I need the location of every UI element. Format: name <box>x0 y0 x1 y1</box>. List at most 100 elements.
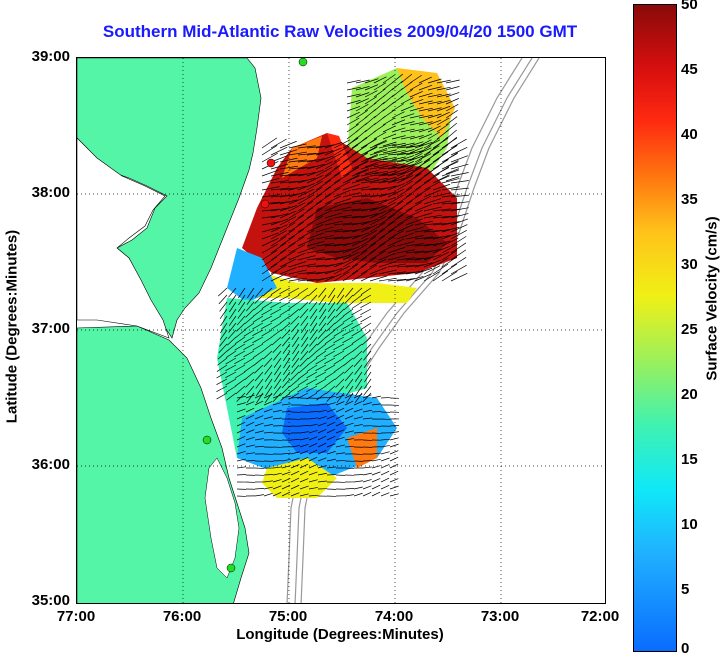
velocity-arrow <box>333 357 345 365</box>
velocity-arrow <box>297 222 314 233</box>
velocity-arrow <box>217 357 228 366</box>
velocity-arrow <box>324 142 343 149</box>
velocity-arrow <box>387 159 406 163</box>
velocity-arrow <box>371 465 381 469</box>
velocity-arrow <box>261 322 273 330</box>
velocity-arrow <box>325 385 336 395</box>
velocity-arrow <box>389 463 399 469</box>
velocity-arrow <box>279 222 296 233</box>
velocity-arrow <box>273 350 282 361</box>
velocity-arrow <box>436 117 450 126</box>
grid-lines <box>77 58 605 603</box>
velocity-arrow <box>315 150 334 156</box>
velocity-arrow <box>297 172 316 177</box>
lon-tick: 76:00 <box>162 608 202 625</box>
velocity-arrow <box>450 155 468 163</box>
velocity-arrow <box>324 336 336 345</box>
velocity-arrow <box>288 185 307 191</box>
velocity-arrow <box>353 480 363 483</box>
velocity-arrow <box>299 493 309 497</box>
velocity-arrow <box>325 329 336 338</box>
velocity-arrow <box>450 163 469 170</box>
velocity-arrow <box>387 183 405 191</box>
velocity-arrow <box>236 415 246 420</box>
velocity-arrow <box>299 425 310 427</box>
velocity-arrow <box>423 151 440 163</box>
velocity-arrow <box>414 273 432 282</box>
velocity-arrow <box>441 169 460 177</box>
velocity-arrow <box>281 484 291 490</box>
velocity-arrow <box>396 200 413 212</box>
velocity-arrow <box>279 235 296 247</box>
velocity-arrow <box>371 478 381 483</box>
velocity-arrow <box>436 123 449 133</box>
velocity-arrow <box>362 343 372 354</box>
velocity-arrow <box>432 144 449 156</box>
velocity-arrow <box>318 287 327 298</box>
velocity-arrow <box>387 278 406 282</box>
velocity-arrow <box>360 264 377 275</box>
lon-tick: 77:00 <box>56 608 96 625</box>
velocity-arrow <box>369 267 387 275</box>
velocity-arrow <box>351 221 370 226</box>
velocity-arrow <box>236 428 246 434</box>
velocity-arrow <box>263 486 273 490</box>
velocity-arrow <box>324 153 342 163</box>
velocity-arrow <box>378 269 397 275</box>
velocity-arrow <box>325 378 336 387</box>
velocity-arrow <box>405 250 424 254</box>
velocity-arrow <box>324 159 341 170</box>
velocity-arrow <box>324 267 343 275</box>
velocity-arrow <box>326 415 336 420</box>
station-marker <box>226 563 236 573</box>
velocity-arrow <box>400 173 413 182</box>
velocity-arrow <box>308 471 318 476</box>
velocity-arrow <box>309 329 318 340</box>
velocity-arrow <box>418 76 432 84</box>
velocity-arrow <box>400 161 414 168</box>
velocity-arrow <box>369 187 388 191</box>
velocity-arrow <box>234 357 246 364</box>
velocity-arrow <box>288 179 307 184</box>
velocity-arrow <box>261 221 280 226</box>
velocity-arrow <box>333 271 350 282</box>
velocity-arrow <box>369 180 388 184</box>
velocity-arrow <box>309 308 318 320</box>
velocity-arrow <box>270 301 282 309</box>
velocity-arrow <box>299 357 309 367</box>
velocity-arrow <box>351 152 368 163</box>
velocity-arrow <box>387 214 404 226</box>
velocity-arrow <box>396 193 413 205</box>
velocity-arrow <box>432 215 451 219</box>
velocity-arrow <box>288 214 305 226</box>
lon-tick: 75:00 <box>268 608 308 625</box>
velocity-arrow <box>225 378 237 386</box>
velocity-arrow <box>262 343 273 352</box>
velocity-arrow <box>405 173 422 184</box>
velocity-arrow <box>450 224 468 233</box>
velocity-arrow <box>253 357 264 366</box>
velocity-arrow <box>238 287 246 299</box>
velocity-arrow <box>270 194 289 198</box>
velocity-arrow <box>405 209 423 219</box>
velocity-arrow <box>270 218 289 226</box>
velocity-arrow <box>423 158 440 170</box>
velocity-arrow <box>229 301 237 313</box>
velocity-arrow <box>445 176 460 182</box>
velocity-arrow <box>306 163 325 170</box>
velocity-arrow <box>299 485 309 490</box>
velocity-arrow <box>236 458 246 462</box>
velocity-arrow <box>279 199 298 205</box>
velocity-arrow <box>333 214 352 219</box>
velocity-arrow <box>326 443 336 448</box>
velocity-arrow <box>427 131 441 140</box>
velocity-arrow <box>236 402 246 406</box>
velocity-arrow <box>352 294 363 303</box>
velocity-arrow <box>414 141 433 149</box>
velocity-arrow <box>270 236 287 247</box>
velocity-arrow <box>299 463 309 469</box>
velocity-arrow <box>378 159 397 163</box>
velocity-arrow <box>445 110 458 119</box>
velocity-arrow <box>324 172 341 184</box>
velocity-arrow <box>288 143 307 149</box>
